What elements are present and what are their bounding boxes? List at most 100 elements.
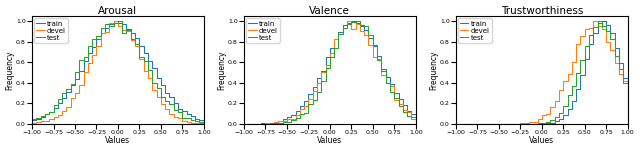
train <box>589 32 597 34</box>
X-axis label: Values: Values <box>317 137 342 145</box>
test <box>287 119 295 121</box>
Legend: train, devel, test: train, devel, test <box>458 18 492 43</box>
devel <box>76 93 83 94</box>
test <box>28 123 36 125</box>
train <box>378 55 385 57</box>
Title: Arousal: Arousal <box>99 6 138 16</box>
Line: devel: devel <box>32 21 204 124</box>
devel <box>491 123 499 125</box>
Line: test: test <box>456 21 628 124</box>
devel <box>110 21 118 22</box>
test <box>76 71 83 73</box>
test <box>240 123 248 125</box>
devel <box>378 58 385 60</box>
test <box>200 123 207 125</box>
test <box>67 83 74 85</box>
test <box>114 21 122 22</box>
Line: devel: devel <box>456 21 628 124</box>
test <box>499 123 507 125</box>
train <box>67 85 74 86</box>
devel <box>67 97 74 99</box>
train <box>534 123 541 125</box>
train <box>499 123 507 125</box>
train <box>240 123 248 125</box>
train <box>585 43 593 45</box>
test <box>110 25 118 27</box>
train <box>452 123 460 125</box>
train <box>412 123 420 125</box>
devel <box>534 121 541 122</box>
Title: Trustworthiness: Trustworthiness <box>500 6 583 16</box>
train <box>348 21 355 22</box>
Title: Valence: Valence <box>309 6 350 16</box>
train <box>598 21 605 22</box>
devel <box>166 108 173 110</box>
X-axis label: Values: Values <box>529 137 554 145</box>
train <box>382 68 390 70</box>
test <box>352 21 360 22</box>
devel <box>452 123 460 125</box>
Line: devel: devel <box>244 21 416 124</box>
train <box>76 71 83 72</box>
devel <box>322 71 330 73</box>
test <box>279 121 287 123</box>
test <box>170 103 177 104</box>
devel <box>624 123 632 125</box>
test <box>585 34 593 36</box>
train <box>76 78 83 80</box>
devel <box>200 123 207 125</box>
test <box>287 121 295 123</box>
devel <box>343 21 351 22</box>
devel <box>589 21 597 22</box>
train <box>322 70 330 72</box>
test <box>491 123 499 125</box>
devel <box>499 123 507 125</box>
test <box>382 70 390 72</box>
devel <box>28 123 36 125</box>
X-axis label: Values: Values <box>106 137 131 145</box>
devel <box>287 118 295 120</box>
devel <box>76 84 83 86</box>
test <box>589 26 597 28</box>
devel <box>412 123 420 125</box>
devel <box>382 74 390 76</box>
Line: train: train <box>32 21 204 124</box>
devel <box>287 118 295 119</box>
Y-axis label: Frequency: Frequency <box>429 50 438 90</box>
Line: train: train <box>244 21 416 124</box>
Line: test: test <box>32 21 204 124</box>
Line: train: train <box>456 21 628 124</box>
train <box>499 123 507 125</box>
Y-axis label: Frequency: Frequency <box>218 50 227 90</box>
train <box>110 21 118 22</box>
Y-axis label: Frequency: Frequency <box>6 50 15 90</box>
test <box>76 59 83 61</box>
devel <box>499 123 507 125</box>
devel <box>170 113 177 115</box>
test <box>624 123 632 125</box>
Legend: train, devel, test: train, devel, test <box>34 18 68 43</box>
train <box>491 123 499 125</box>
train <box>170 96 177 98</box>
train <box>166 92 173 94</box>
train <box>287 116 295 118</box>
train <box>624 123 632 125</box>
train <box>287 114 295 116</box>
devel <box>110 22 118 24</box>
Line: test: test <box>244 21 416 124</box>
test <box>412 123 420 125</box>
devel <box>240 123 248 125</box>
devel <box>585 27 593 29</box>
test <box>322 80 330 82</box>
train <box>279 119 287 120</box>
test <box>452 123 460 125</box>
test <box>166 100 173 102</box>
test <box>499 123 507 125</box>
train <box>28 123 36 125</box>
test <box>534 123 541 124</box>
Legend: train, devel, test: train, devel, test <box>246 18 280 43</box>
test <box>378 59 385 61</box>
test <box>594 21 602 22</box>
train <box>110 23 118 25</box>
devel <box>594 21 602 22</box>
